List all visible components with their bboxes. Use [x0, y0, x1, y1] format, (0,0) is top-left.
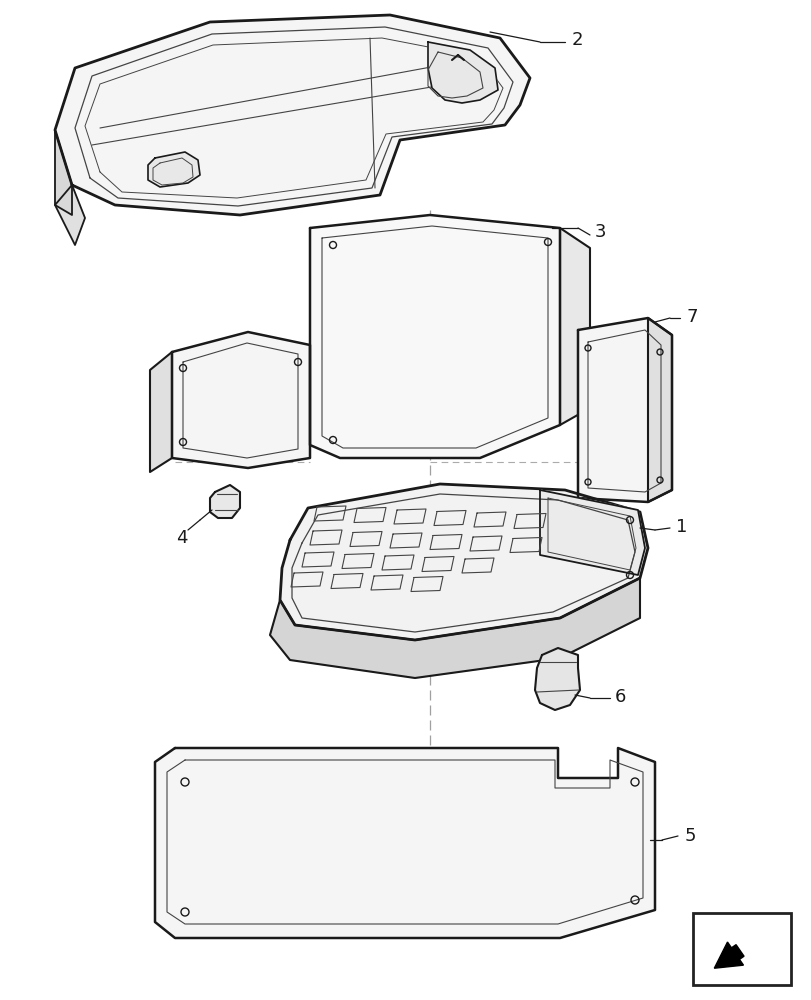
- Polygon shape: [270, 578, 639, 678]
- Polygon shape: [210, 485, 240, 518]
- Polygon shape: [280, 484, 647, 640]
- Text: 3: 3: [594, 223, 605, 241]
- Polygon shape: [150, 352, 172, 472]
- FancyArrow shape: [714, 942, 743, 968]
- Polygon shape: [534, 648, 579, 710]
- Polygon shape: [647, 318, 672, 502]
- Polygon shape: [55, 185, 85, 245]
- Polygon shape: [155, 748, 654, 938]
- Polygon shape: [55, 15, 530, 215]
- Text: 7: 7: [685, 308, 697, 326]
- Polygon shape: [577, 318, 672, 502]
- Text: 1: 1: [676, 518, 687, 536]
- Polygon shape: [539, 490, 644, 575]
- Bar: [692, 913, 790, 985]
- Polygon shape: [172, 332, 310, 468]
- Polygon shape: [427, 42, 497, 103]
- Polygon shape: [560, 228, 590, 425]
- Text: 6: 6: [614, 688, 625, 706]
- Polygon shape: [55, 130, 72, 215]
- Text: 2: 2: [571, 31, 582, 49]
- Polygon shape: [148, 152, 200, 187]
- Text: 4: 4: [176, 529, 187, 547]
- Text: 5: 5: [684, 827, 695, 845]
- Polygon shape: [310, 215, 560, 458]
